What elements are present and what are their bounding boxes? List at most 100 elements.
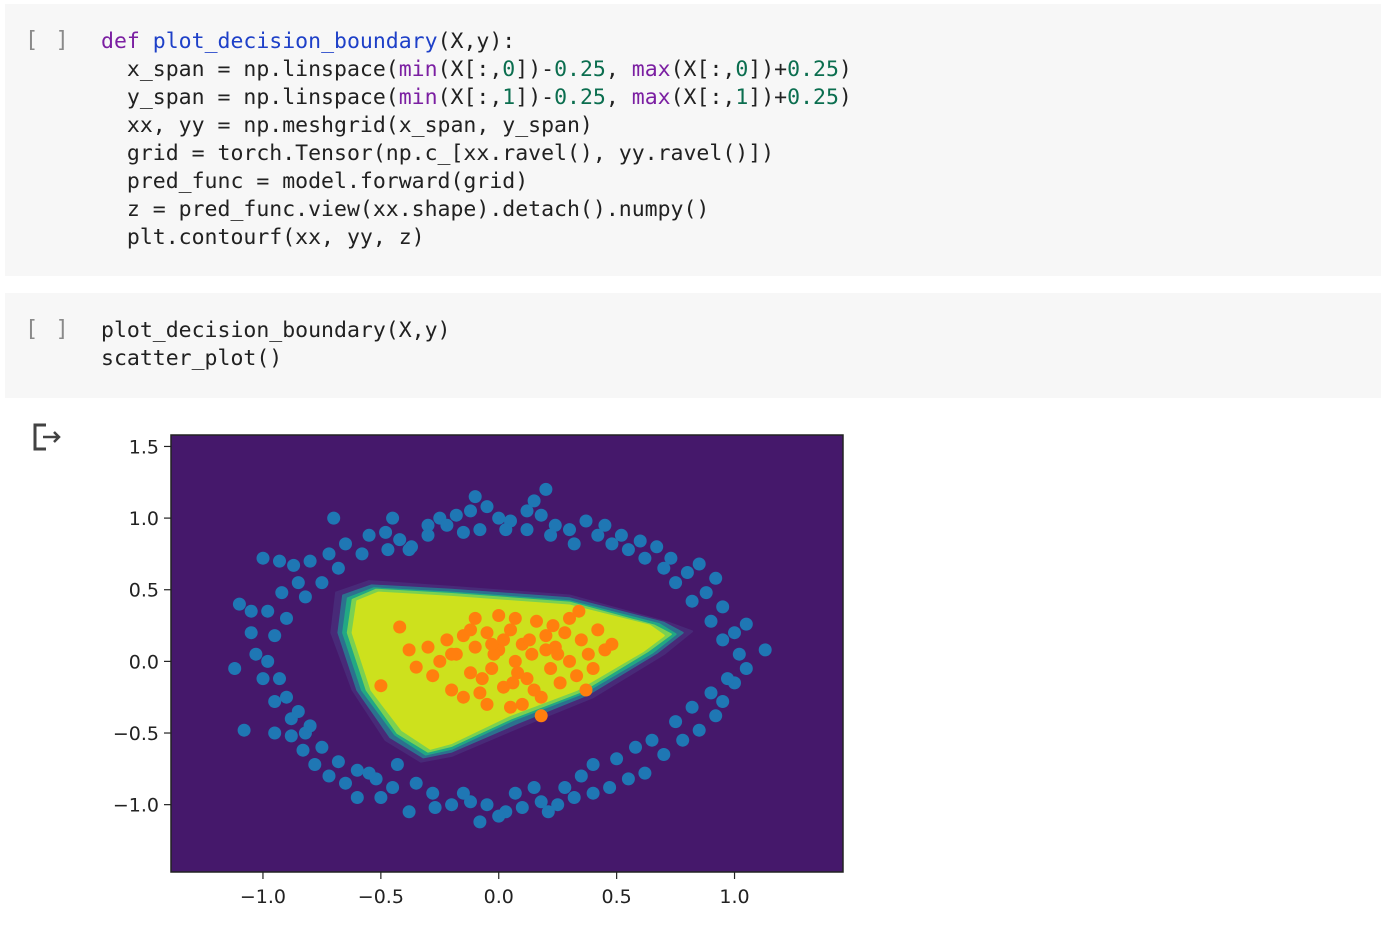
scatter-point-class-1 (504, 700, 517, 714)
scatter-point-class-0 (629, 740, 642, 754)
x-tick-label: 0.0 (484, 886, 514, 908)
y-tick-label: 1.0 (129, 508, 159, 530)
scatter-point-class-0 (261, 654, 275, 668)
code-token: 0 (735, 57, 749, 82)
scatter-point-class-0 (586, 786, 600, 800)
scatter-point-class-0 (268, 726, 282, 740)
code-token: 0.25 (554, 85, 606, 110)
code-token: ) (838, 57, 852, 82)
scatter-point-class-0 (508, 786, 522, 800)
scatter-point-class-0 (322, 769, 336, 783)
scatter-point-class-0 (680, 566, 694, 579)
scatter-point-class-0 (586, 758, 600, 771)
scatter-point-class-0 (237, 723, 251, 737)
code-line: plot_decision_boundary(X,y) (101, 317, 451, 345)
scatter-point-class-0 (327, 511, 341, 525)
code-token: max (631, 85, 671, 110)
output-redirect-icon[interactable] (30, 420, 66, 456)
run-cell-button[interactable]: [ ] (25, 317, 71, 342)
code-token: (X[:, (437, 57, 503, 82)
scatter-point-class-1 (445, 683, 459, 697)
scatter-point-class-1 (539, 629, 553, 643)
x-tick-label: 0.5 (602, 886, 632, 908)
scatter-point-class-1 (551, 647, 565, 661)
code-line: plt.contourf(xx, yy, z) (101, 224, 852, 252)
scatter-point-class-0 (603, 781, 617, 794)
code-token: y_span = np.linspace( (101, 85, 399, 110)
scatter-point-class-0 (355, 547, 369, 561)
code-token: 1 (735, 85, 749, 110)
scatter-point-class-1 (480, 697, 494, 711)
scatter-point-class-0 (298, 590, 312, 604)
scatter-point-class-0 (440, 518, 454, 532)
scatter-point-class-0 (428, 801, 442, 814)
scatter-point-class-0 (275, 586, 289, 600)
scatter-point-class-0 (664, 551, 678, 565)
code-token: (X[:, (670, 85, 736, 110)
scatter-point-class-0 (386, 781, 400, 794)
scatter-point-class-0 (362, 766, 376, 780)
plot-area (228, 482, 772, 829)
scatter-point-class-0 (421, 518, 435, 532)
scatter-point-class-0 (758, 643, 772, 657)
scatter-point-class-0 (362, 528, 376, 542)
scatter-point-class-1 (546, 619, 560, 633)
scatter-point-class-0 (350, 791, 364, 804)
run-cell-button[interactable]: [ ] (25, 28, 71, 53)
scatter-point-class-0 (527, 781, 541, 794)
code-line: scatter_plot() (101, 345, 451, 373)
scatter-point-class-1 (485, 662, 499, 675)
code-token: ) (838, 85, 852, 110)
scatter-point-class-0 (473, 815, 487, 829)
scatter-point-class-0 (610, 752, 624, 766)
scatter-point-class-0 (402, 805, 416, 819)
code-editor[interactable]: def plot_decision_boundary(X,y): x_span … (101, 28, 852, 252)
y-tick-label: 0.5 (129, 580, 159, 602)
x-tick-label: −0.5 (358, 886, 404, 908)
scatter-point-class-1 (508, 654, 522, 668)
scatter-point-class-1 (574, 633, 588, 647)
code-line: x_span = np.linspace(min(X[:,0])-0.25, m… (101, 56, 852, 84)
x-tick-label: −1.0 (240, 886, 286, 908)
scatter-point-class-0 (699, 586, 713, 600)
scatter-point-class-1 (492, 609, 506, 622)
scatter-point-class-0 (322, 547, 336, 561)
scatter-point-class-1 (506, 676, 520, 690)
scatter-point-class-1 (485, 637, 499, 651)
code-cell-2[interactable]: [ ] plot_decision_boundary(X,y) scatter_p… (5, 293, 1381, 398)
scatter-point-class-1 (539, 643, 553, 657)
scatter-point-class-0 (273, 672, 286, 686)
scatter-point-class-1 (553, 676, 567, 690)
code-cell-1[interactable]: [ ] def plot_decision_boundary(X,y): x_s… (5, 4, 1381, 276)
decision-contour (351, 591, 665, 750)
code-token: ])- (515, 57, 555, 82)
scatter-point-class-0 (449, 508, 463, 522)
scatter-point-class-1 (464, 666, 477, 680)
scatter-point-class-0 (716, 633, 730, 647)
scatter-point-class-1 (558, 626, 572, 640)
scatter-point-class-0 (728, 626, 741, 640)
scatter-point-class-0 (598, 518, 612, 532)
code-token: plot_decision_boundary(X,y) (101, 318, 451, 343)
code-line: pred_func = model.forward(grid) (101, 168, 852, 196)
scatter-point-class-0 (464, 795, 477, 809)
scatter-point-class-1 (579, 683, 593, 697)
scatter-point-class-0 (350, 763, 364, 777)
scatter-point-class-0 (473, 523, 487, 537)
scatter-point-class-0 (716, 695, 730, 708)
code-token: , (605, 85, 632, 110)
scatter-point-class-0 (492, 809, 506, 823)
code-token: ])- (515, 85, 555, 110)
scatter-point-class-0 (676, 733, 690, 747)
scatter-point-class-1 (504, 623, 517, 637)
y-tick-label: −0.5 (113, 723, 159, 745)
code-line: z = pred_func.view(xx.shape).detach().nu… (101, 196, 852, 224)
scatter-point-class-1 (591, 623, 605, 637)
scatter-point-class-0 (567, 791, 581, 804)
scatter-point-class-0 (534, 508, 548, 522)
code-editor[interactable]: plot_decision_boundary(X,y) scatter_plot(… (101, 317, 451, 373)
scatter-point-class-1 (374, 679, 388, 693)
scatter-point-class-0 (228, 662, 242, 675)
scatter-point-class-0 (645, 733, 659, 747)
scatter-point-class-0 (692, 723, 706, 737)
